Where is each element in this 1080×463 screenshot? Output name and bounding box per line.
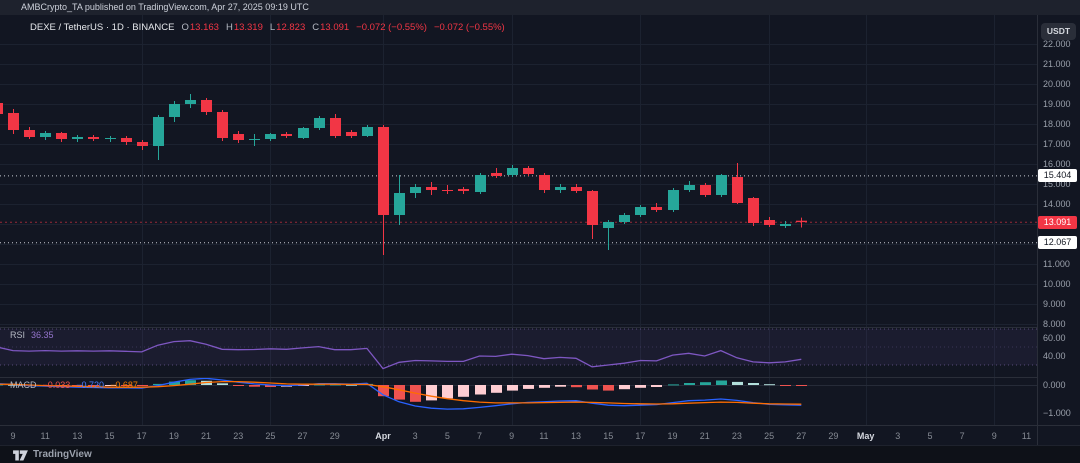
symbol-info-bar: DEXE / TetherUS · 1D · BINANCE O13.163 H… bbox=[30, 21, 505, 33]
time-axis-label: 7 bbox=[477, 431, 483, 441]
publish-bar: AMBCrypto_TA published on TradingView.co… bbox=[0, 0, 1080, 15]
time-axis-label: 15 bbox=[104, 431, 115, 441]
close-value: C13.091 bbox=[312, 21, 350, 33]
time-axis-label: 21 bbox=[201, 431, 212, 441]
time-axis-label: 9 bbox=[991, 431, 997, 441]
rsi-indicator-label[interactable]: RSI 36.35 bbox=[10, 330, 54, 340]
macd-line-value: −0.720 bbox=[76, 380, 105, 390]
price-tick-label: 22.000 bbox=[1043, 39, 1071, 49]
time-axis-label: 29 bbox=[329, 431, 340, 441]
time-axis-label: 21 bbox=[699, 431, 710, 441]
time-axis-label: 25 bbox=[265, 431, 276, 441]
macd-histogram bbox=[0, 380, 807, 402]
price-tick-label: 19.000 bbox=[1043, 99, 1071, 109]
macd-tick-label: 0.000 bbox=[1043, 380, 1066, 390]
rsi-value: 36.35 bbox=[31, 330, 54, 340]
time-axis-label: 13 bbox=[72, 431, 83, 441]
macd-histogram-value: −0.033 bbox=[42, 380, 71, 390]
time-axis-label: 25 bbox=[764, 431, 775, 441]
signal-line bbox=[0, 380, 802, 405]
time-axis-month-label: May bbox=[856, 431, 875, 441]
grid bbox=[0, 15, 1037, 425]
rsi-name: RSI bbox=[10, 330, 26, 340]
macd-name: MACD bbox=[10, 380, 37, 390]
time-axis-label: 15 bbox=[603, 431, 614, 441]
time-axis-label: 17 bbox=[635, 431, 646, 441]
price-tick-label: 16.000 bbox=[1043, 159, 1071, 169]
high-value: H13.319 bbox=[225, 21, 263, 33]
price-tick-label: 11.000 bbox=[1043, 259, 1070, 269]
macd-indicator-label[interactable]: MACD −0.033 −0.720 −0.687 bbox=[10, 380, 138, 390]
time-axis-label: 27 bbox=[796, 431, 807, 441]
price-tick-label: 15.000 bbox=[1043, 179, 1071, 189]
rsi-tick-label: 40.00 bbox=[1043, 351, 1066, 361]
macd-tick-label: −1.000 bbox=[1043, 408, 1071, 418]
time-axis-label: 9 bbox=[509, 431, 515, 441]
tradingview-logo-icon[interactable] bbox=[13, 448, 28, 461]
rsi-band bbox=[0, 328, 1037, 366]
time-axis-label: 3 bbox=[412, 431, 418, 441]
price-tick-label: 21.000 bbox=[1043, 59, 1071, 69]
candles-series bbox=[0, 94, 807, 255]
publish-text: AMBCrypto_TA published on TradingView.co… bbox=[21, 2, 309, 12]
price-tick-label: 8.000 bbox=[1043, 319, 1066, 329]
time-axis-label: 7 bbox=[959, 431, 965, 441]
tradingview-brand-link[interactable]: TradingView bbox=[33, 449, 92, 460]
price-level-lines bbox=[0, 175, 1037, 244]
last-price-marker: 13.091 bbox=[1038, 215, 1077, 229]
symbol-title[interactable]: DEXE / TetherUS · 1D · BINANCE bbox=[30, 21, 175, 33]
time-axis-label: 23 bbox=[233, 431, 244, 441]
change-value: −0.072 (−0.55%) bbox=[356, 21, 427, 33]
currency-toggle-button[interactable]: USDT bbox=[1041, 23, 1076, 40]
time-axis[interactable]: 9 11 13 15 17 19 21 23 25 27 29 Apr 3 5 7 9 11 13 15 17 19 21… bbox=[0, 425, 1080, 445]
time-axis-label: 5 bbox=[444, 431, 450, 441]
price-tick-label: 18.000 bbox=[1043, 119, 1071, 129]
time-axis-month-label: Apr bbox=[375, 431, 391, 441]
footer-bar: TradingView bbox=[0, 445, 1080, 463]
time-axis-label: 11 bbox=[1021, 431, 1032, 441]
price-axis[interactable]: USDT 22.000 21.000 20.000 19.000 18.000 17.00… bbox=[1037, 15, 1080, 425]
time-axis-label: 3 bbox=[895, 431, 901, 441]
price-tick-label: 10.000 bbox=[1043, 279, 1071, 289]
time-axis-label: 13 bbox=[571, 431, 582, 441]
price-tick-label: 14.000 bbox=[1043, 199, 1071, 209]
time-axis-label: 29 bbox=[828, 431, 839, 441]
time-axis-label: 19 bbox=[168, 431, 179, 441]
pane-separators bbox=[0, 15, 1038, 445]
time-axis-label: 27 bbox=[297, 431, 308, 441]
low-value: L12.823 bbox=[269, 21, 306, 33]
time-axis-label: 19 bbox=[667, 431, 678, 441]
time-axis-label: 23 bbox=[731, 431, 742, 441]
macd-signal-value: −0.687 bbox=[110, 380, 138, 390]
price-level-marker: 12.067 bbox=[1038, 236, 1077, 250]
open-value: O13.163 bbox=[181, 21, 219, 33]
price-tick-label: 20.000 bbox=[1043, 79, 1071, 89]
time-axis-label: 17 bbox=[136, 431, 147, 441]
rsi-tick-label: 60.00 bbox=[1043, 333, 1066, 343]
time-axis-label: 11 bbox=[539, 431, 549, 441]
time-axis-label: 11 bbox=[40, 431, 50, 441]
price-tick-label: 9.000 bbox=[1043, 299, 1066, 309]
rsi-line bbox=[0, 340, 802, 370]
price-level-marker: 15.404 bbox=[1038, 169, 1077, 183]
time-axis-label: 5 bbox=[927, 431, 933, 441]
price-tick-label: 17.000 bbox=[1043, 139, 1071, 149]
time-axis-label: 9 bbox=[10, 431, 16, 441]
change-percent-value: −0.072 (−0.55%) bbox=[433, 21, 505, 33]
